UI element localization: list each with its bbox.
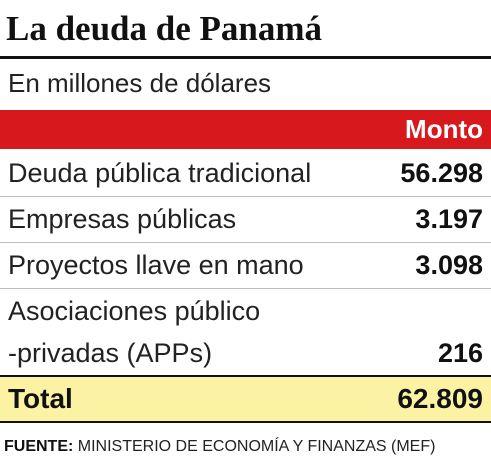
row-value: 3.197 (415, 204, 483, 234)
total-label: Total (8, 383, 73, 414)
row-label-line-2: -privadas (APPs) (8, 338, 213, 368)
chart-title: La deuda de Panamá (6, 9, 323, 48)
source-text: MINISTERIO DE ECONOMÍA Y FINANZAS (MEF) (73, 438, 436, 455)
title-divider (0, 56, 491, 59)
chart-subtitle: En millones de dólares (8, 68, 272, 98)
total-row: Total 62.809 (0, 375, 491, 423)
table-row: Empresas públicas 3.197 (0, 197, 491, 243)
table-header-bar: Monto (0, 110, 491, 149)
row-value: 3.098 (415, 250, 483, 280)
row-label: Deuda pública tradicional (8, 158, 312, 188)
total-value: 62.809 (397, 383, 483, 414)
source-note: FUENTE: MINISTERIO DE ECONOMÍA Y FINANZA… (4, 436, 435, 458)
row-label: Proyectos llave en mano (8, 250, 304, 280)
column-header-monto: Monto (405, 114, 483, 144)
row-label-line-1: Asociaciones público (8, 296, 261, 326)
table-row: Proyectos llave en mano 3.098 (0, 243, 491, 289)
table-row: Deuda pública tradicional 56.298 (0, 150, 491, 197)
row-value: 216 (437, 338, 483, 368)
row-label: Empresas públicas (8, 204, 237, 234)
source-label: FUENTE: (4, 438, 74, 455)
table-row: Asociaciones público -privadas (APPs) 21… (0, 289, 491, 373)
row-value: 56.298 (400, 158, 483, 188)
